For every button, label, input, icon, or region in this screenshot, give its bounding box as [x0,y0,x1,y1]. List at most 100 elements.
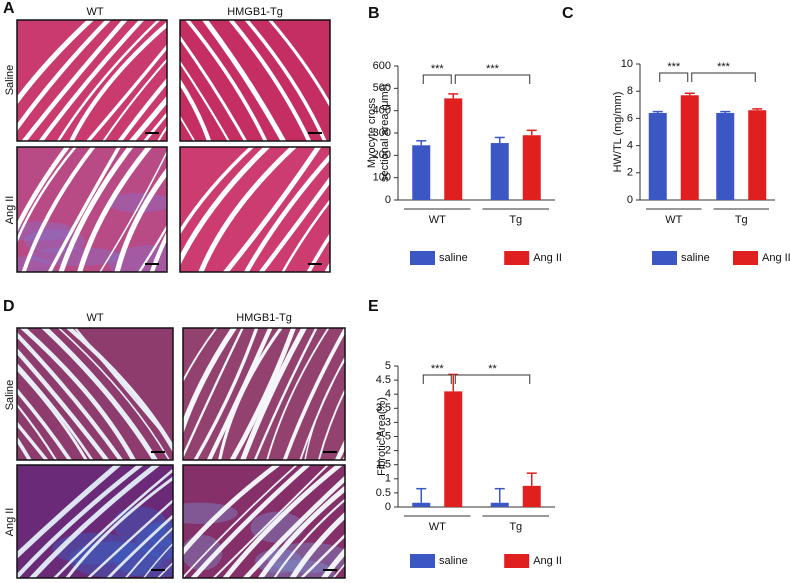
legend-swatch [504,554,530,568]
gap [17,147,71,233]
panel-label: C [562,5,574,22]
gap [56,20,161,141]
gap [114,167,167,272]
gap [142,111,167,141]
gap [28,465,161,578]
gap [73,328,173,447]
stain [29,247,123,266]
gap [258,176,330,272]
tissue [180,147,330,272]
y-axis-label: Fibrotic Area(%) [376,397,388,476]
gap [38,20,145,141]
significance-label: ** [488,363,497,375]
frame [16,146,168,273]
gap [17,421,49,460]
gap [47,147,122,272]
frame [179,19,331,142]
significance-label: *** [717,61,731,73]
histology-image [182,464,346,579]
bar [490,143,509,200]
gap [180,35,248,141]
gap [358,323,424,465]
significance-label: *** [431,63,445,75]
histology-image [182,323,424,465]
y-tick-label: 3 [385,416,391,428]
y-tick-label: 8 [627,85,633,97]
legend-swatch [410,554,435,568]
gap [266,328,330,460]
legend-label: Ang II [533,555,562,567]
gap [52,468,173,578]
gap [257,485,345,578]
gap [17,465,122,559]
y-tick-label: 5 [385,360,391,372]
gap [218,328,283,460]
bar [444,391,463,507]
gap [183,328,238,435]
tissue [183,323,424,465]
gap [289,511,345,578]
y-tick-label: 0 [385,194,391,206]
bar [412,502,431,507]
row-label: Saline [4,380,16,411]
gap [156,561,173,578]
significance-bracket [659,72,689,82]
column-label: HMGB1-Tg [236,312,292,324]
gap [86,498,173,578]
gap [65,476,173,578]
tissue [17,465,173,578]
gap [17,362,94,460]
gap [229,328,296,460]
frame [182,464,346,579]
column-label: HMGB1-Tg [227,6,283,18]
gap [21,20,128,141]
y-tick-label: 2.5 [376,430,391,442]
y-axis-label-line: Myocyte cross [366,97,378,168]
significance-label: *** [486,63,500,75]
legend-label: Ang II [533,252,562,264]
stain [146,522,173,547]
bar [748,110,767,200]
significance-bracket [454,374,531,384]
legend-swatch [733,251,758,265]
y-tick-label: 2 [627,167,633,179]
gap [137,224,167,272]
histology-image [16,327,174,461]
gap [183,465,298,578]
legend-swatch [504,251,530,265]
tissue [17,147,167,272]
gap [281,198,330,272]
bar [680,95,699,200]
histology-image [16,464,174,579]
y-tick-label: 500 [373,82,391,94]
gap [242,475,345,578]
tissue [180,20,330,141]
gap [180,78,212,141]
gap [183,328,244,459]
column-label: WT [86,312,103,324]
y-axis-label-line: Fibrotic Area(%) [376,397,388,476]
gap [85,44,167,141]
gap [212,465,330,578]
histology-image [16,19,168,142]
y-tick-label: 200 [373,149,391,161]
frame [16,464,174,579]
tissue [17,328,173,460]
y-tick-label: 2 [385,445,391,457]
tissue [17,20,167,141]
gap [267,20,330,108]
gap [183,328,218,383]
y-tick-label: 100 [373,172,391,184]
gap [299,533,345,578]
gap [17,20,112,132]
gap [180,115,196,141]
stain [52,532,136,565]
legend-label: saline [681,252,710,264]
legend-swatch [652,251,677,265]
gap [17,20,95,105]
gap [21,147,96,272]
gap [117,77,167,141]
y-tick-label: 4 [627,140,633,152]
y-axis-label-line: sectional area (μm²) [379,84,391,182]
frame [179,146,331,273]
